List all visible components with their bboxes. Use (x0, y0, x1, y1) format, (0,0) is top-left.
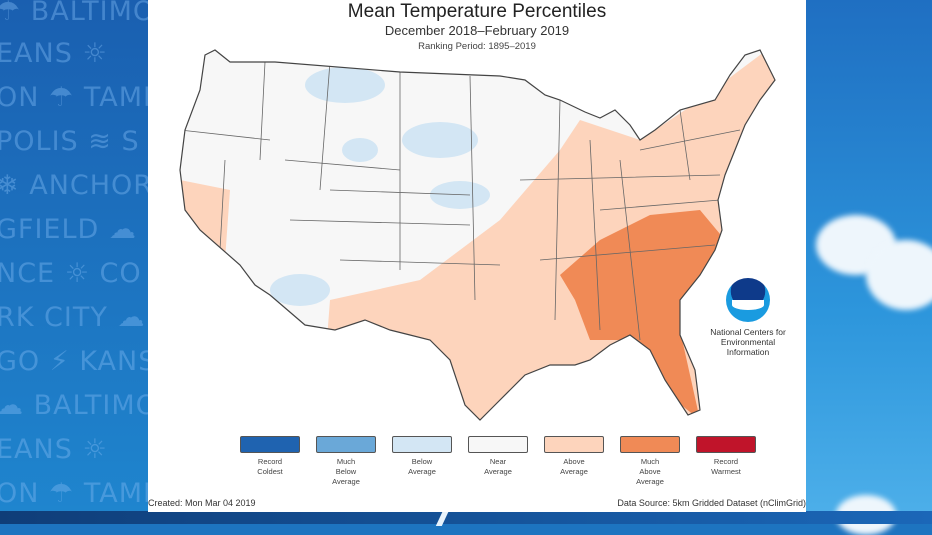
legend-item: Much Below Average (316, 436, 376, 487)
legend-swatch (240, 436, 300, 453)
below-average-region (342, 138, 378, 162)
state-borders (180, 61, 741, 341)
legend-label: Much Below Average (332, 457, 360, 486)
legend-swatch (620, 436, 680, 453)
data-source: Data Source: 5km Gridded Dataset (nClimG… (617, 498, 806, 508)
legend-label: Below Average (408, 457, 436, 476)
much-above-average-region (560, 210, 725, 420)
legend-item: Above Average (544, 436, 604, 487)
organization-name: National Centers for Environmental Infor… (710, 327, 786, 357)
ncei-logo-block: National Centers for Environmental Infor… (688, 278, 808, 357)
city-text: GFIELD ☁ (0, 214, 137, 245)
map-subtitle: December 2018–February 2019 (384, 23, 570, 38)
city-text: EANS ☼ (0, 434, 108, 465)
legend-swatch (392, 436, 452, 453)
below-average-region (402, 122, 478, 158)
legend-swatch (316, 436, 376, 453)
legend-item: Record Warmest (696, 436, 756, 487)
ranking-period: Ranking Period: 1895–2019 (418, 41, 536, 52)
sky-background (806, 0, 932, 535)
city-text: ❄ ANCHORAGE (0, 170, 150, 201)
city-text: POLIS ≋ S (0, 126, 140, 157)
above-average-region-west (180, 180, 230, 260)
city-text: GO ⚡ KANSAS (0, 346, 150, 377)
background-city-pattern: ☂ BALTIMORE EANS ☼ ON ☂ TAMPA POLIS ≋ S … (0, 0, 150, 524)
legend-item: Much Above Average (620, 436, 680, 487)
city-text: ON ☂ TAMPA (0, 478, 150, 509)
bottom-bar (0, 511, 932, 524)
map-panel: Mean Temperature Percentiles December 20… (148, 0, 806, 512)
city-text: RK CITY ☁ (0, 302, 146, 333)
legend-label: Near Average (484, 457, 512, 476)
created-date: Created: Mon Mar 04 2019 (148, 498, 256, 508)
city-text: ON ☂ TAMPA (0, 82, 150, 113)
legend-label: Above Average (560, 457, 588, 476)
legend-swatch (544, 436, 604, 453)
noaa-logo-icon (726, 278, 770, 322)
legend-label: Record Coldest (257, 457, 283, 476)
below-average-region (305, 67, 385, 103)
legend-item: Near Average (468, 436, 528, 487)
legend-label: Record Warmest (711, 457, 741, 476)
legend-swatch (468, 436, 528, 453)
below-average-region (270, 274, 330, 306)
city-text: EANS ☼ (0, 38, 108, 69)
legend-swatch (696, 436, 756, 453)
map-title: Mean Temperature Percentiles (347, 1, 607, 22)
cloud (866, 240, 932, 310)
city-text: ☂ BALTIMORE (0, 0, 150, 27)
legend: Record Coldest Much Below Average Below … (240, 436, 756, 487)
city-text: ☁ BALTIMORE (0, 390, 150, 421)
legend-label: Much Above Average (636, 457, 664, 486)
legend-item: Record Coldest (240, 436, 300, 487)
us-temperature-map (179, 49, 776, 421)
legend-item: Below Average (392, 436, 452, 487)
city-text: NCE ☼ CO (0, 258, 142, 289)
